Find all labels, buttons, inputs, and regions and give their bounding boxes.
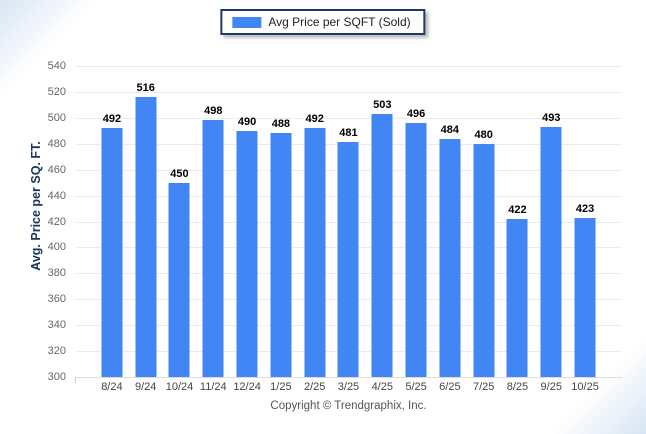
y-tick-label: 540: [47, 60, 66, 72]
y-tick-label: 520: [47, 85, 66, 98]
bar-value-label: 484: [440, 123, 460, 136]
bar-cell: 498: [196, 66, 230, 377]
bars-row: 492 516 450 498 490 488 492 481 503 496 484 480 422 4…: [75, 66, 622, 377]
bar-value-label: 422: [508, 203, 527, 216]
bar-cell: 493: [534, 66, 568, 377]
bar-cell: 422: [501, 66, 535, 377]
y-tick-label: 420: [47, 215, 66, 228]
bar-value-label: 423: [575, 202, 595, 215]
y-tick-label: 320: [47, 345, 66, 358]
bar: [506, 218, 528, 377]
x-tick-label: 8/24: [101, 381, 123, 393]
y-tick-label: 500: [47, 111, 66, 124]
gridline: [75, 117, 622, 119]
bar-value-label: 492: [305, 113, 324, 126]
x-tick-label: 4/25: [371, 381, 393, 393]
bar-value-label: 498: [204, 105, 223, 118]
bar-cell: 484: [433, 66, 467, 377]
bar-value-label: 481: [339, 127, 358, 140]
x-tick-label: 5/25: [405, 381, 427, 393]
chart-legend: Avg Price per SQFT (Sold): [220, 9, 426, 35]
bar: [473, 143, 495, 377]
x-tick-label: 10/24: [165, 381, 194, 393]
bar: [439, 138, 461, 377]
bar-value-label: 516: [136, 82, 155, 95]
x-axis-origin-tick: [75, 377, 76, 383]
bar-cell: 492: [298, 66, 332, 377]
bar-cell: 423: [568, 66, 602, 377]
plot-area: 492 516 450 498 490 488 492 481 503 496 484 480 422 4…: [75, 66, 622, 383]
x-axis-labels: 8/24 9/24 10/24 11/24 12/24 1/25 2/25 3/25 4/25 5…: [75, 381, 622, 395]
bar: [101, 128, 123, 377]
gridline: [75, 91, 622, 93]
legend-label: Avg Price per SQFT (Sold): [268, 15, 411, 29]
x-tick-label: 8/25: [506, 381, 529, 393]
bar: [304, 128, 326, 377]
bar-value-label: 450: [170, 167, 189, 180]
bar: [270, 133, 292, 377]
bar-value-label: 496: [406, 108, 426, 121]
bar: [405, 123, 427, 377]
x-tick-label: 1/25: [270, 381, 292, 393]
y-tick-label: 460: [47, 163, 66, 176]
bar-cell: 490: [230, 66, 264, 377]
x-tick-label: 3/25: [337, 381, 360, 393]
x-tick-label: 6/25: [439, 381, 461, 393]
bar-cell: 480: [467, 66, 501, 377]
bar: [202, 120, 224, 377]
bar-cell: 488: [264, 66, 298, 377]
bar: [371, 113, 393, 377]
y-tick-label: 380: [47, 267, 66, 280]
x-tick-label: 12/24: [233, 381, 261, 393]
legend-swatch: [232, 16, 262, 28]
bar-value-label: 503: [373, 98, 392, 111]
bar-cell: 481: [332, 66, 366, 377]
bar: [540, 126, 562, 377]
bar-value-label: 490: [237, 115, 257, 128]
bar-value-label: 492: [102, 113, 122, 126]
x-tick-label: 10/25: [571, 381, 599, 393]
y-tick-label: 480: [47, 137, 66, 150]
x-tick-label: 7/25: [472, 381, 495, 393]
copyright-text: Copyright © Trendgraphix, Inc.: [270, 400, 427, 412]
gridline: [75, 377, 622, 378]
bar: [135, 97, 157, 377]
y-tick-label: 440: [47, 189, 66, 202]
x-tick-label: 9/25: [540, 381, 562, 393]
bar-cell: 516: [129, 66, 163, 377]
y-tick-label: 360: [47, 293, 66, 306]
y-axis-labels: 540 520 500 480 460 440 420 400 380 360 340 320 300: [0, 60, 70, 383]
bar-cell: 492: [95, 66, 129, 377]
bar-value-label: 493: [542, 111, 561, 124]
gridline: [75, 66, 622, 67]
x-tick-label: 11/24: [199, 381, 227, 393]
y-tick-label: 340: [47, 319, 66, 332]
bar-cell: 496: [399, 66, 433, 377]
bar: [337, 142, 359, 377]
x-tick-label: 9/24: [134, 381, 157, 393]
bar: [168, 182, 190, 377]
y-tick-label: 400: [47, 241, 66, 254]
bar-cell: 503: [365, 66, 399, 377]
x-tick-label: 2/25: [303, 381, 326, 393]
y-tick-label: 300: [47, 371, 66, 383]
bar: [574, 217, 596, 377]
bar-value-label: 480: [474, 128, 493, 141]
bar: [236, 130, 258, 377]
bar-cell: 450: [163, 66, 197, 377]
bar-value-label: 488: [271, 118, 291, 131]
